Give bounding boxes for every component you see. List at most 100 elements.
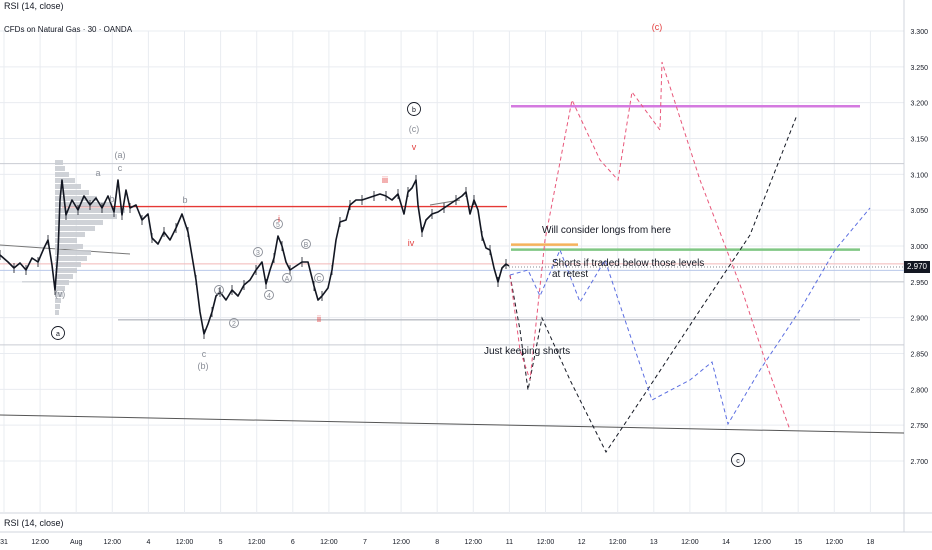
wave-label: c [736,458,740,465]
wave-label-circle [229,318,239,328]
y-tick-label: 2.950 [910,280,928,287]
x-tick-label: 8 [435,539,439,546]
wave-label-circle [253,247,263,257]
volume-profile-bar [55,310,59,315]
volume-profile-bar [55,292,63,297]
wave-label: b [182,195,187,205]
volume-profile-bar [55,280,69,285]
projection-path-blue [509,207,871,426]
y-tick-label: 3.150 [910,137,928,144]
wave-label: ii [317,314,321,324]
x-tick-label: 12:00 [753,539,771,546]
wave-label: A [285,276,290,283]
indicator-title-bottom: RSI (14, close) [4,518,64,528]
wave-label-circle [301,239,311,249]
wave-label: c [202,349,207,359]
wave-label: c [118,163,123,173]
x-tick-label: 12:00 [320,539,338,546]
y-tick-label: 3.200 [910,101,928,108]
wave-label-circle [314,273,324,283]
symbol-title: CFDs on Natural Gas · 30 · OANDA [4,25,133,34]
wave-label: B [304,242,309,249]
volume-profile-bar [55,268,77,273]
volume-profile-bar [55,184,81,189]
wave-label: 3 [256,250,260,257]
wave-label-circle [264,290,274,300]
wave-label: (v) [55,289,66,299]
x-tick-label: 12:00 [465,539,483,546]
wave-label: 1 [217,288,221,295]
price-series-line [0,179,510,335]
x-tick-label: 7 [363,539,367,546]
wave-label-circle [282,273,292,283]
wave-label: a [95,168,100,178]
shorts-annotation-line2: at retest [552,269,589,280]
wave-label: iv [408,238,415,248]
volume-profile-bar [55,226,95,231]
wave-label: C [316,276,321,283]
volume-profile-bar [55,190,89,195]
volume-profile-bar [55,304,60,309]
x-tick-label: 12:00 [392,539,410,546]
y-tick-label: 2.700 [910,459,928,466]
x-tick-label: 18 [867,539,875,546]
y-tick-label: 3.100 [910,172,928,179]
volume-profile-bar [55,202,111,207]
last-price-tag: 2.970 [904,261,930,273]
y-tick-label: 2.750 [910,423,928,430]
wave-label: 5 [276,222,280,229]
wave-label-circle [273,219,283,229]
volume-profile-bar [55,178,75,183]
x-tick-label: 12:00 [248,539,266,546]
wave-label: (b) [198,361,209,371]
wave-label-circle [407,102,421,116]
wave-label-circle [51,326,65,340]
x-tick-label: 12:00 [176,539,194,546]
x-tick-label: 13 [650,539,658,546]
x-tick-label: 12 [578,539,586,546]
projection-path-black [509,114,798,453]
y-tick-label: 3.000 [910,244,928,251]
wave-label: (c) [409,124,420,134]
wave-label: (c) [652,22,663,32]
x-tick-label: 4 [146,539,150,546]
wave-label: 4 [267,293,271,300]
wave-label: i [278,214,280,224]
wave-label-circle [214,285,224,295]
wave-label: b [412,107,416,114]
volume-profile-bar [55,160,63,165]
volume-profile-bar [55,256,87,261]
x-tick-label: 12:00 [826,539,844,546]
volume-profile-bar [55,166,65,171]
wave-label-circle [731,453,745,467]
volume-profile-bar [55,220,103,225]
volume-profile-bar [55,286,65,291]
projection-path-pink [509,61,791,431]
volume-profile-bar [55,250,91,255]
trend-line [0,414,905,434]
wave-label: 2 [232,321,236,328]
wave-label: b [109,194,114,204]
y-tick-label: 3.250 [910,65,928,72]
x-tick-label: 31 [0,539,8,546]
y-tick-label: 2.900 [910,316,928,323]
x-tick-label: 6 [291,539,295,546]
wave-label: a [56,331,60,338]
volume-profile-bar [55,232,85,237]
y-tick-label: 2.850 [910,352,928,359]
y-tick-label: 2.800 [910,387,928,394]
shorts-annotation-line1: Shorts if traded below those levels [552,258,705,269]
volume-profile-bar [55,238,77,243]
volume-profile-bar [55,214,117,219]
x-tick-label: 5 [219,539,223,546]
volume-profile-bar [55,208,125,213]
indicator-title-top: RSI (14, close) [4,1,64,11]
wave-label: v [412,142,417,152]
volume-profile-bar [55,262,81,267]
x-tick-label: 15 [794,539,802,546]
x-tick-label: 12:00 [104,539,122,546]
y-tick-label: 3.300 [910,29,928,36]
keeping-shorts-annotation: Just keeping shorts [484,346,571,357]
trend-line [0,244,131,255]
